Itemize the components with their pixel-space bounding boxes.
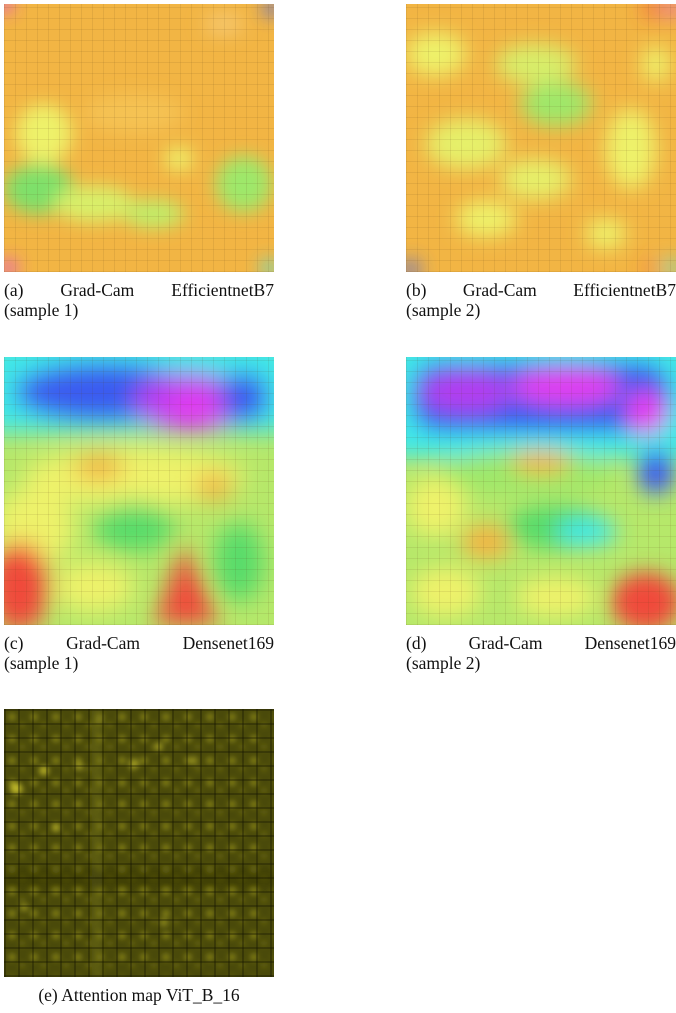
caption-c-word2: Densenet169 [182, 633, 274, 653]
caption-d-line2: (sample 2) [406, 653, 481, 673]
panel-e: (e) Attention map ViT_B_16 [4, 709, 274, 1005]
caption-a-line2: (sample 1) [4, 300, 79, 320]
caption-c: (c) Grad-Cam Densenet169 (sample 1) [4, 633, 274, 673]
panel-a: (a) Grad-Cam EfficientnetB7 (sample 1) [4, 4, 274, 320]
panel-d: (d) Grad-Cam Densenet169 (sample 2) [406, 357, 676, 673]
attention-map-vit-image [4, 709, 274, 977]
caption-a-word1: Grad-Cam [60, 280, 135, 300]
caption-c-label: (c) [4, 633, 24, 653]
panel-b: (b) Grad-Cam EfficientnetB7 (sample 2) [406, 4, 676, 320]
caption-c-line2: (sample 1) [4, 653, 79, 673]
gradcam-efficientnetb7-sample1-image [4, 4, 274, 272]
caption-c-word1: Grad-Cam [66, 633, 140, 653]
caption-b-line2: (sample 2) [406, 300, 481, 320]
caption-b-label: (b) [406, 280, 427, 300]
caption-b-word1: Grad-Cam [462, 280, 537, 300]
caption-a-label: (a) [4, 280, 24, 300]
gradcam-efficientnetb7-sample2-image [406, 4, 676, 272]
panel-c: (c) Grad-Cam Densenet169 (sample 1) [4, 357, 274, 673]
caption-d: (d) Grad-Cam Densenet169 (sample 2) [406, 633, 676, 673]
caption-e: (e) Attention map ViT_B_16 [4, 985, 274, 1005]
gradcam-densenet169-sample2-image [406, 357, 676, 625]
gradcam-densenet169-sample1-image [4, 357, 274, 625]
caption-d-label: (d) [406, 633, 427, 653]
caption-a: (a) Grad-Cam EfficientnetB7 (sample 1) [4, 280, 274, 320]
caption-b-word2: EfficientnetB7 [573, 280, 676, 300]
caption-b: (b) Grad-Cam EfficientnetB7 (sample 2) [406, 280, 676, 320]
caption-d-word2: Densenet169 [584, 633, 676, 653]
caption-e-label: (e) [38, 985, 58, 1005]
caption-a-word2: EfficientnetB7 [171, 280, 274, 300]
caption-e-text: Attention map ViT_B_16 [61, 985, 240, 1005]
caption-d-word1: Grad-Cam [468, 633, 543, 653]
